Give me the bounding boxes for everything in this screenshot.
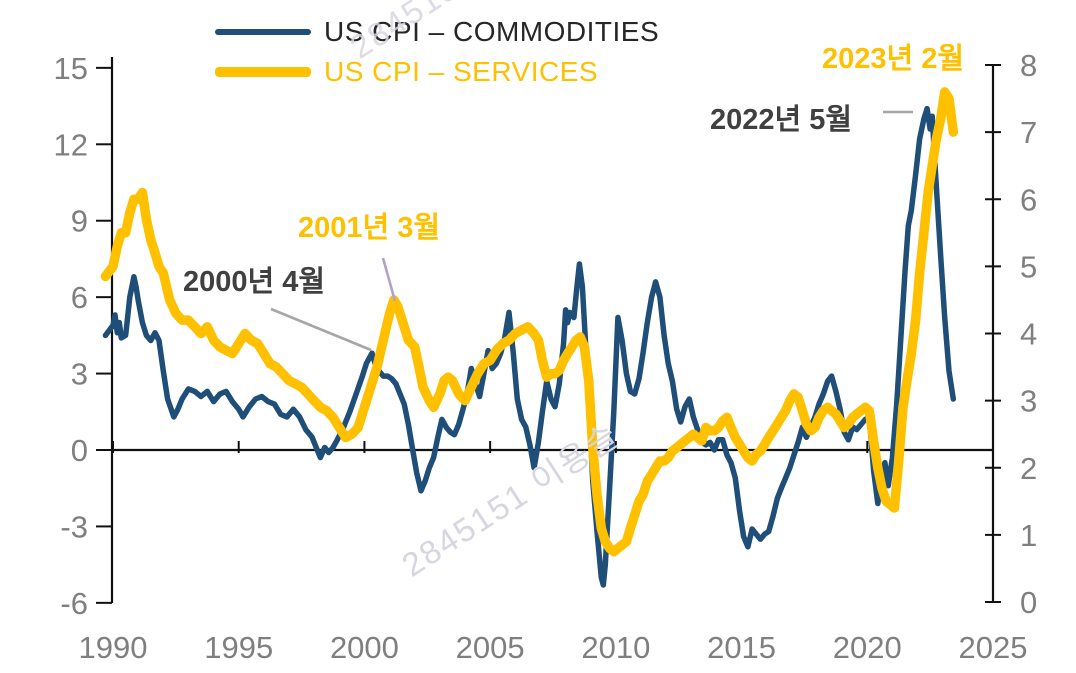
- services-series-line: [100, 87, 959, 557]
- annotation-2001-03: 2001년 3월: [298, 212, 441, 244]
- x-axis-tick-label: 2025: [959, 630, 1028, 665]
- legend-item-services: US CPI – SERVICES: [215, 52, 659, 92]
- right-axis-tick-label: 3: [1020, 384, 1037, 419]
- left-axis-tick-label: 15: [54, 51, 88, 86]
- annotation-2022-05: 2022년 5월: [710, 104, 853, 136]
- left-axis-tick-label: 9: [71, 204, 88, 239]
- right-axis-tick-label: 5: [1020, 249, 1037, 284]
- right-axis-tick-label: 7: [1020, 115, 1037, 150]
- left-axis-tick-label: 0: [71, 433, 88, 468]
- services-line-swatch: [215, 67, 311, 77]
- right-axis-tick-label: 4: [1020, 317, 1037, 352]
- left-axis-tick-label: -6: [60, 586, 88, 621]
- x-axis-tick-label: 2010: [581, 630, 650, 665]
- chart-legend: US CPI – COMMODITIES US CPI – SERVICES: [215, 12, 659, 92]
- right-axis-tick-label: 1: [1020, 518, 1037, 553]
- annotation-2023-02: 2023년 2월: [822, 43, 965, 75]
- right-axis-tick-label: 6: [1020, 182, 1037, 217]
- x-axis-tick-label: 1995: [204, 630, 273, 665]
- legend-label-commodities: US CPI – COMMODITIES: [324, 16, 660, 47]
- legend-item-commodities: US CPI – COMMODITIES: [215, 12, 659, 52]
- left-axis-tick-label: 12: [54, 127, 88, 162]
- right-axis-tick-label: 2: [1020, 451, 1037, 486]
- annotation-2000-04: 2000년 4월: [183, 266, 326, 298]
- legend-label-services: US CPI – SERVICES: [324, 56, 599, 87]
- x-axis-tick-label: 2000: [330, 630, 399, 665]
- x-axis-tick-label: 2020: [833, 630, 902, 665]
- annotation-leader-line: [381, 257, 397, 302]
- commodities-line-swatch: [215, 29, 311, 35]
- left-axis-tick-label: 3: [71, 357, 88, 392]
- x-axis-tick-label: 2015: [707, 630, 776, 665]
- left-axis-tick-label: -3: [60, 509, 88, 544]
- x-axis-tick-label: 1990: [79, 630, 148, 665]
- right-axis-tick-label: 0: [1020, 585, 1037, 620]
- annotation-leader-line: [270, 307, 372, 352]
- x-axis-tick-label: 2005: [456, 630, 525, 665]
- left-axis-tick-label: 6: [71, 280, 88, 315]
- right-axis-tick-label: 8: [1020, 48, 1037, 83]
